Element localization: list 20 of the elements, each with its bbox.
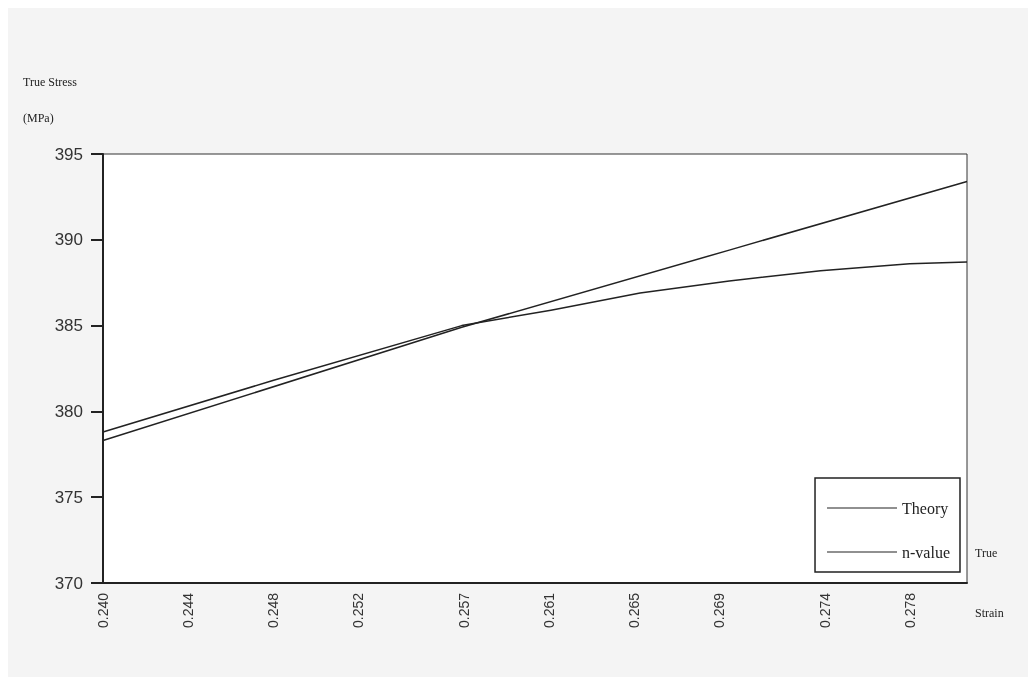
- text: True Stress (MPa): [23, 75, 77, 125]
- x-tick-label: 0.248: [264, 592, 281, 629]
- legend-label: Theory: [902, 499, 949, 518]
- y-tick-label: 385: [54, 316, 83, 336]
- x-tick-label: 0.274: [816, 592, 833, 629]
- x-tick-label: 0.269: [710, 592, 727, 629]
- x-tick-label: 0.244: [179, 592, 196, 629]
- x-tick-label: 0.240: [95, 592, 111, 629]
- x-tick-label: 0.265: [625, 592, 642, 629]
- y-tick-label: 375: [54, 487, 83, 507]
- x-tick-label: 0.261: [540, 592, 557, 629]
- y-tick-label: 380: [54, 401, 83, 421]
- x-tick-label: 0.257: [455, 592, 472, 629]
- x-tick-label: 0.252: [349, 592, 366, 629]
- y-tick-label: 390: [54, 230, 83, 250]
- y-tick-label: 370: [54, 573, 83, 593]
- y-tick-label: 395: [54, 144, 83, 164]
- x-tick-label: 0.278: [901, 592, 918, 629]
- text: True Strain: [975, 546, 1004, 620]
- legend-label: n-value: [902, 543, 951, 561]
